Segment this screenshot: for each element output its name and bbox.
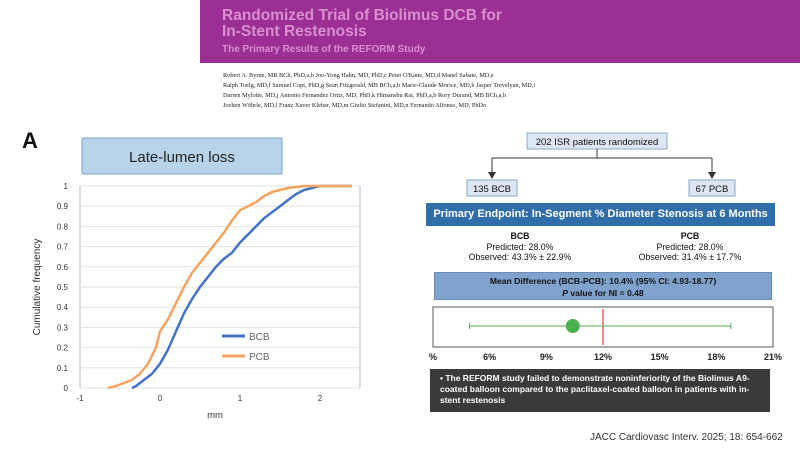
x-tick-label: 1 bbox=[238, 394, 243, 403]
point-estimate-marker bbox=[565, 319, 580, 333]
conclusion-note: • The REFORM study failed to demonstrate… bbox=[430, 369, 770, 412]
y-tick-label: 0.8 bbox=[57, 222, 69, 231]
author-line: Darren Mylotte, MD,j Antonio Fernandez O… bbox=[223, 92, 507, 99]
chart-title-box bbox=[81, 137, 283, 175]
forest-x-tick-label: 18% bbox=[707, 352, 725, 362]
y-tick-label: 0.5 bbox=[57, 283, 69, 292]
group-observed: Observed: 31.4% ± 17.7% bbox=[638, 252, 742, 262]
x-axis-label: mm bbox=[207, 410, 223, 421]
chart-title: Late-lumen loss bbox=[129, 149, 235, 166]
mean-difference-text: Mean Difference (BCB-PCB): 10.4% (95% CI… bbox=[489, 276, 717, 286]
forest-x-tick-label: 15% bbox=[651, 352, 669, 362]
forest-x-tick-label: 21% bbox=[764, 352, 782, 362]
bcb-arm-box bbox=[466, 179, 518, 197]
bcb-arm-text: 135 BCB bbox=[473, 184, 511, 195]
panel-label: A bbox=[22, 128, 38, 153]
group-observed: Observed: 43.3% ± 22.9% bbox=[468, 252, 572, 262]
y-tick-label: 1 bbox=[64, 182, 69, 191]
paper-title: Randomized Trial of Biolimus DCB for In-… bbox=[222, 7, 502, 40]
author-list: Robert A. Byrne, MB BCh, PhD,a,b Joo-Yon… bbox=[223, 71, 633, 111]
y-tick-label: 0.9 bbox=[57, 202, 69, 211]
legend-label-pcb: PCB bbox=[249, 352, 270, 363]
series-line-bcb bbox=[131, 184, 352, 390]
pcb-results: PCB Predicted: 28.0% Observed: 31.4% ± 1… bbox=[610, 231, 770, 263]
mean-difference-box: Mean Difference (BCB-PCB): 10.4% (95% CI… bbox=[434, 272, 772, 300]
forest-x-tick-label: % bbox=[429, 352, 437, 362]
p-value-text: P value for NI = 0.48 bbox=[562, 288, 644, 298]
paper-subtitle: The Primary Results of the REFORM Study bbox=[222, 44, 426, 55]
series-line-pcb bbox=[107, 184, 352, 390]
group-name: PCB bbox=[680, 231, 700, 241]
randomized-text: 202 ISR patients randomized bbox=[536, 137, 659, 148]
x-tick-label: 2 bbox=[318, 394, 323, 403]
forest-x-tick-label: 9% bbox=[540, 352, 553, 362]
citation: JACC Cardiovasc Interv. 2025; 18: 654-66… bbox=[590, 432, 783, 443]
x-tick-label: 0 bbox=[158, 394, 163, 403]
y-axis-label: Cumulative frequency bbox=[32, 239, 43, 336]
group-predicted: Predicted: 28.0% bbox=[486, 241, 554, 252]
author-line: Ralph Toelg, MD,f Samuel Copt, PhD,g Sea… bbox=[223, 82, 536, 89]
pcb-arm-text: 67 PCB bbox=[696, 184, 729, 195]
y-tick-label: 0.2 bbox=[57, 344, 69, 353]
pcb-arm-box bbox=[688, 179, 736, 197]
author-line: Robert A. Byrne, MB BCh, PhD,a,b Joo-Yon… bbox=[223, 72, 494, 79]
arrow-down-icon bbox=[488, 172, 496, 179]
y-tick-label: 0.1 bbox=[57, 364, 69, 373]
y-tick-label: 0.7 bbox=[57, 243, 69, 252]
author-line: Jochen Wöhrle, MD,l Franz Xaver Kleber, … bbox=[223, 102, 487, 109]
group-name: BCB bbox=[510, 231, 530, 241]
title-banner: Randomized Trial of Biolimus DCB for In-… bbox=[200, 0, 800, 63]
y-tick-label: 0.3 bbox=[57, 323, 69, 332]
y-tick-label: 0 bbox=[64, 384, 69, 393]
forest-x-tick-label: 12% bbox=[594, 352, 612, 362]
x-tick-label: -1 bbox=[76, 394, 84, 403]
legend-label-bcb: BCB bbox=[249, 332, 270, 343]
y-tick-label: 0.4 bbox=[57, 303, 69, 312]
arrow-down-icon bbox=[708, 172, 716, 179]
bcb-results: BCB Predicted: 28.0% Observed: 43.3% ± 2… bbox=[440, 231, 600, 263]
primary-endpoint-banner: Primary Endpoint: In-Segment % Diameter … bbox=[426, 203, 775, 226]
y-tick-label: 0.6 bbox=[57, 263, 69, 272]
forest-x-tick-label: 6% bbox=[483, 352, 496, 362]
group-predicted: Predicted: 28.0% bbox=[656, 241, 724, 252]
